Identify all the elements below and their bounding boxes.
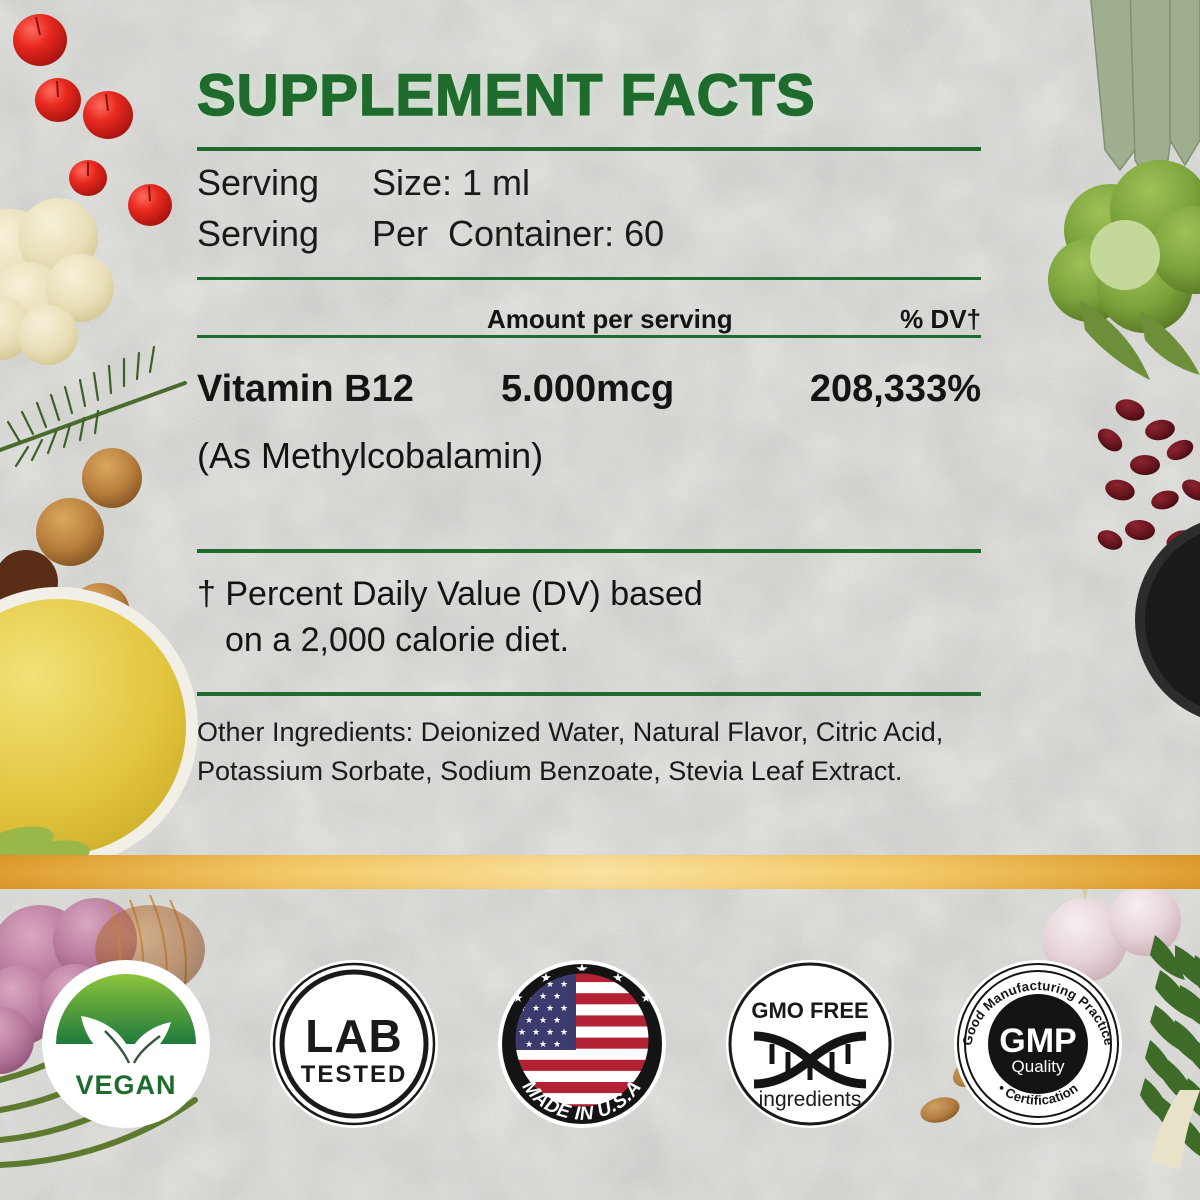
svg-text:★: ★: [641, 991, 652, 1005]
svg-text:★: ★: [525, 1039, 533, 1049]
svg-text:GMP: GMP: [999, 1022, 1076, 1060]
svg-text:TESTED: TESTED: [301, 1061, 408, 1088]
svg-text:★: ★: [553, 1039, 561, 1049]
svg-text:★: ★: [539, 1039, 547, 1049]
svg-text:Quality: Quality: [1012, 1057, 1065, 1076]
svg-text:★: ★: [560, 1003, 568, 1013]
svg-text:★: ★: [553, 991, 561, 1001]
svg-text:★: ★: [518, 1027, 526, 1037]
svg-text:LAB: LAB: [305, 1010, 403, 1062]
svg-text:★: ★: [532, 1027, 540, 1037]
svg-text:★: ★: [560, 1027, 568, 1037]
svg-text:★: ★: [539, 1015, 547, 1025]
svg-text:VEGAN: VEGAN: [75, 1070, 176, 1100]
svg-text:★: ★: [553, 1015, 561, 1025]
svg-text:★: ★: [525, 1015, 533, 1025]
svg-text:★: ★: [546, 1027, 554, 1037]
svg-text:★: ★: [539, 991, 547, 1001]
svg-text:★: ★: [513, 991, 524, 1005]
svg-text:GMO FREE: GMO FREE: [751, 998, 868, 1023]
svg-text:★: ★: [546, 1003, 554, 1013]
svg-text:★: ★: [560, 979, 568, 989]
svg-text:ingredients: ingredients: [759, 1088, 862, 1111]
svg-text:★: ★: [532, 1003, 540, 1013]
